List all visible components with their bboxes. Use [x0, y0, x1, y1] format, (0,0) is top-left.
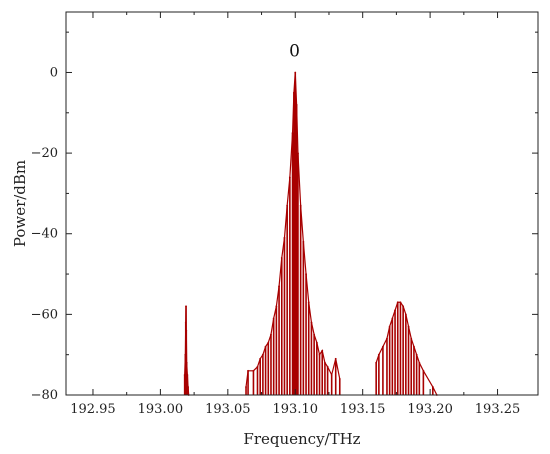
spectrum-point: [431, 386, 434, 388]
y-tick-label: −40: [31, 227, 58, 242]
spectrum-point: [286, 204, 289, 207]
spectrum-point: [272, 317, 275, 320]
spectrum-point: [386, 337, 388, 340]
y-axis: 0 −20 −40 −60 −80: [31, 31, 538, 403]
x-tick-label: 192.95: [70, 402, 116, 417]
spectrum-point: [295, 103, 298, 106]
x-tick-label: 193.00: [138, 402, 184, 417]
spectrum-point: [410, 337, 413, 340]
x-tick-label: 193.20: [407, 402, 453, 417]
x-tick-label: 193.15: [340, 402, 386, 417]
spectrum-point: [399, 301, 402, 304]
spectrum-point: [185, 329, 188, 332]
spectrum-point: [391, 317, 394, 320]
y-tick-label: −20: [31, 146, 58, 161]
spectrum-point: [394, 309, 396, 312]
spectrum-point: [184, 321, 187, 324]
spectrum-point: [283, 236, 286, 239]
spectrum-point: [404, 313, 407, 316]
spectrum-point: [375, 361, 378, 364]
spectrum-point: [382, 345, 384, 348]
spectrum-point: [184, 353, 187, 356]
spectrum-point: [321, 349, 324, 352]
x-axis: 192.95 193.00 193.05 193.10 193.15 193.20 193.…: [70, 12, 520, 417]
spectrum-point: [377, 353, 380, 356]
spectrum-point: [334, 357, 337, 360]
spectrum-spikes: [183, 72, 434, 395]
spectrum-point: [388, 325, 391, 328]
spectrum-point: [330, 373, 333, 376]
spectrum-point: [297, 152, 299, 155]
spectrum-point: [256, 365, 259, 368]
spectrum-point: [288, 176, 291, 179]
spectrum-point: [186, 373, 189, 376]
spectrum-point: [413, 345, 415, 348]
spectrum-point: [310, 321, 313, 324]
y-axis-title: Power/dBm: [11, 160, 29, 247]
spectrum-point: [305, 273, 307, 275]
spectrum-point: [415, 353, 418, 356]
spectrum-point: [338, 377, 341, 380]
x-tick-label: 193.05: [205, 402, 251, 417]
spectrum-point: [315, 341, 318, 344]
spectrum-point: [407, 325, 410, 328]
spectrum-point: [247, 369, 249, 372]
spectrum-point: [264, 345, 267, 348]
spectrum-point: [299, 204, 302, 207]
y-tick-label: −80: [31, 388, 58, 403]
y-tick-label: −60: [31, 307, 58, 322]
x-axis-title: Frequency/THz: [243, 430, 360, 448]
spectrum-point: [291, 132, 294, 134]
spectrum-point: [402, 305, 405, 308]
spectrum-point: [396, 301, 399, 304]
spectrum-point: [313, 333, 316, 336]
annotations: 0: [289, 41, 300, 61]
spectrum-point: [302, 240, 305, 243]
spectrum-point: [324, 361, 326, 364]
x-tick-label: 193.10: [273, 402, 319, 417]
spectrum-point: [259, 357, 262, 360]
spectrum-point: [326, 365, 329, 368]
spectrum-point: [275, 305, 278, 308]
spectrum-point: [252, 369, 255, 372]
spectrum-point: [280, 257, 283, 259]
spectrum-point: [307, 301, 310, 304]
plot-area: [183, 71, 438, 396]
spectrum-point: [183, 373, 186, 376]
spectrum-point: [293, 91, 295, 94]
spectrum-point: [245, 386, 247, 388]
y-tick-label: 0: [50, 65, 58, 80]
spectrum-point: [267, 341, 270, 344]
spectrum-point: [278, 285, 280, 288]
spectrum-point: [270, 333, 272, 336]
spectrum-point: [294, 71, 297, 74]
spectrum-point: [185, 361, 188, 364]
spectrum-point: [422, 369, 425, 372]
spectrum-point: [261, 353, 264, 356]
spectrum-point: [185, 305, 187, 308]
peak-annotation: 0: [289, 41, 300, 61]
spectrum-point: [187, 386, 189, 388]
spectrum-point: [418, 361, 421, 364]
spectrum-point: [318, 353, 321, 356]
plot-frame: [65, 11, 539, 396]
x-tick-label: 193.25: [475, 402, 521, 417]
